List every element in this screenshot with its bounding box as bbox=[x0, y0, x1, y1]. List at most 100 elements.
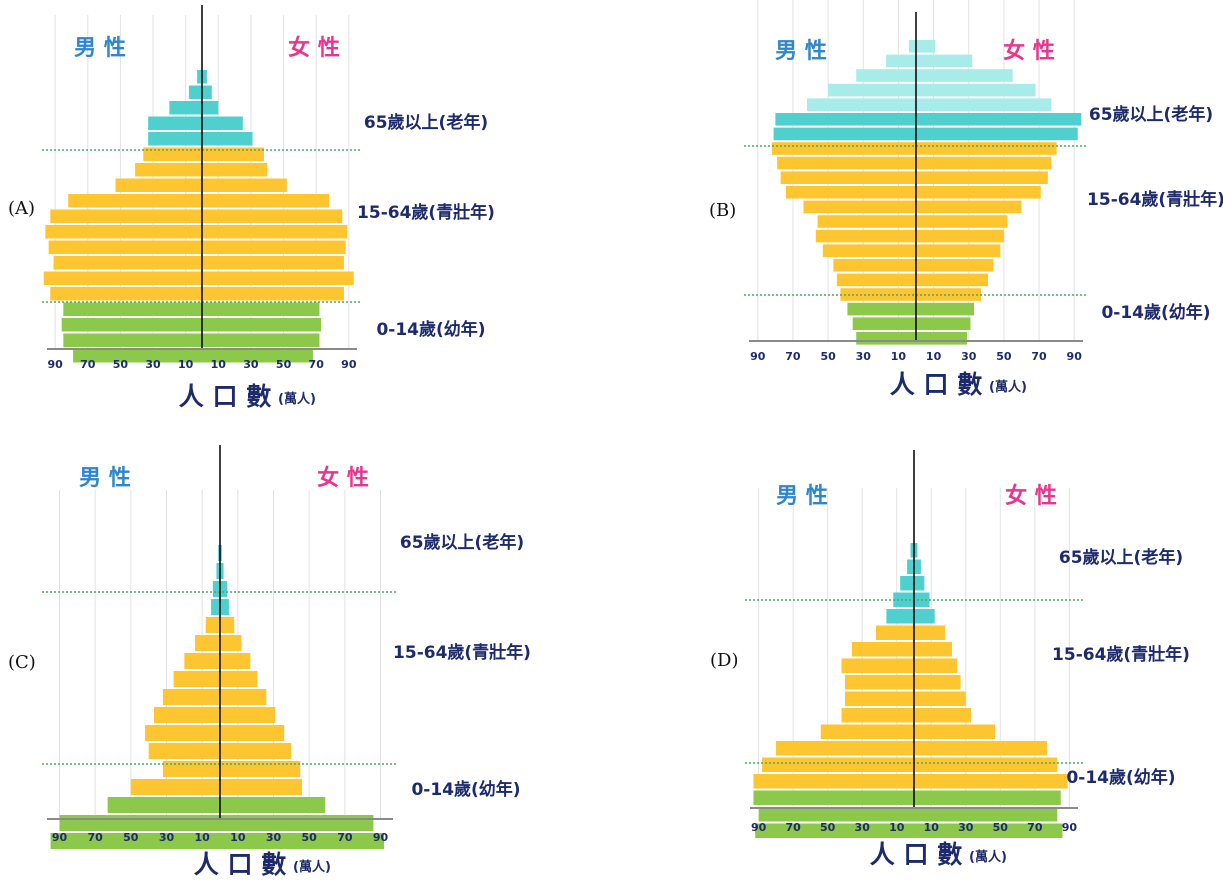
x-axis-title: 人 口 數 bbox=[179, 382, 271, 411]
female-bar bbox=[914, 807, 1058, 822]
pyramid-chart-d: 90 70 50 30 10 10 30 50 70 90 男 性 女 性 65歲以上(老年) 15-64… bbox=[745, 450, 1190, 869]
female-bar bbox=[202, 333, 320, 347]
male-bar bbox=[762, 757, 914, 772]
male-bar bbox=[777, 156, 916, 170]
option-label-d: (D) bbox=[710, 650, 739, 671]
male-bar bbox=[197, 70, 202, 84]
female-bar bbox=[202, 132, 253, 146]
female-bar bbox=[916, 244, 1001, 257]
male-bar bbox=[851, 642, 914, 657]
male-bar bbox=[856, 69, 916, 82]
female-bar bbox=[914, 823, 1063, 838]
male-bar bbox=[188, 85, 202, 99]
male-bar bbox=[775, 741, 914, 756]
male-bar bbox=[841, 708, 914, 723]
male-bar bbox=[211, 599, 220, 615]
male-bar bbox=[143, 147, 202, 161]
age-group-label: 65歲以上(老年) bbox=[1089, 104, 1213, 125]
female-bar bbox=[220, 833, 385, 849]
x-tick-label: 70 bbox=[80, 358, 96, 371]
pyramid-panel-a: (A) 90 70 50 30 10 10 30 50 70 90 男 性 女 性 65歲以上(老年) 1… bbox=[0, 0, 612, 445]
female-bar bbox=[202, 116, 243, 130]
pyramid-panel-b: (B) 90 70 50 30 10 10 30 50 70 90 男 性 女 性 65歲以上(老年) 1… bbox=[611, 0, 1223, 445]
female-bar bbox=[202, 256, 344, 270]
age-group-label: 0-14歲(幼年) bbox=[411, 779, 520, 800]
x-axis-unit: (萬人) bbox=[969, 849, 1007, 865]
male-bar bbox=[856, 332, 916, 345]
x-tick-label: 70 bbox=[1027, 821, 1043, 834]
x-tick-label: 50 bbox=[123, 831, 139, 844]
female-bar bbox=[916, 200, 1022, 214]
x-tick-label: 10 bbox=[211, 358, 227, 371]
male-bar bbox=[753, 774, 914, 789]
female-bar bbox=[916, 317, 971, 330]
female-bar bbox=[914, 543, 918, 558]
female-bar bbox=[916, 69, 1013, 82]
x-tick-label: 10 bbox=[891, 350, 907, 363]
x-axis-title: 人 口 數 bbox=[870, 840, 962, 869]
female-bar bbox=[916, 83, 1036, 97]
female-bar bbox=[202, 225, 348, 239]
male-bar bbox=[53, 256, 202, 270]
x-tick-label: 10 bbox=[230, 831, 246, 844]
female-bar bbox=[202, 101, 219, 115]
male-bar bbox=[63, 302, 202, 316]
male-bar bbox=[758, 807, 914, 822]
male-bar bbox=[910, 543, 914, 558]
female-bar bbox=[914, 774, 1068, 789]
x-tick-label: 50 bbox=[993, 821, 1009, 834]
female-bar bbox=[914, 724, 996, 739]
male-label: 男 性 bbox=[79, 465, 131, 491]
male-bar bbox=[148, 743, 220, 759]
female-bar bbox=[202, 302, 320, 316]
x-tick-label: 50 bbox=[302, 831, 318, 844]
female-bar bbox=[220, 815, 374, 831]
male-bar bbox=[145, 725, 220, 741]
x-tick-label: 10 bbox=[926, 350, 942, 363]
female-bar bbox=[916, 113, 1082, 126]
x-tick-label: 70 bbox=[786, 821, 802, 834]
male-bar bbox=[780, 171, 916, 184]
female-bar bbox=[202, 70, 207, 84]
pyramid-chart-c: 90 70 50 30 10 10 30 50 70 90 男 性 女 性 65歲以上(老年) 15-64… bbox=[42, 445, 531, 879]
x-tick-label: 30 bbox=[856, 350, 872, 363]
male-bar bbox=[63, 333, 202, 347]
x-tick-label: 90 bbox=[1067, 350, 1083, 363]
x-tick-label: 30 bbox=[145, 358, 161, 371]
x-tick-label: 70 bbox=[309, 358, 325, 371]
female-bar bbox=[220, 743, 292, 759]
pyramid-panel-d: (D) 90 70 50 30 10 10 30 50 70 90 男 性 女 性 65歲以上(老年) 1… bbox=[611, 445, 1223, 890]
male-bar bbox=[212, 581, 220, 597]
female-bar bbox=[202, 85, 212, 99]
female-bar bbox=[220, 545, 222, 561]
x-axis-unit: (萬人) bbox=[293, 859, 331, 875]
male-bar bbox=[755, 823, 914, 838]
male-bar bbox=[803, 200, 916, 214]
male-bar bbox=[822, 244, 916, 257]
male-bar bbox=[50, 209, 203, 223]
x-tick-label: 50 bbox=[113, 358, 129, 371]
female-bar bbox=[916, 127, 1078, 141]
male-bar bbox=[833, 259, 916, 272]
male-bar bbox=[218, 545, 220, 561]
male-bar bbox=[173, 671, 220, 687]
x-tick-label: 90 bbox=[341, 358, 357, 371]
x-tick-label: 90 bbox=[1062, 821, 1078, 834]
male-bar bbox=[886, 609, 914, 624]
age-group-label: 0-14歲(幼年) bbox=[1066, 767, 1175, 788]
female-bar bbox=[916, 40, 936, 53]
female-bar bbox=[220, 761, 301, 777]
female-bar bbox=[916, 229, 1004, 243]
male-bar bbox=[900, 576, 914, 591]
x-tick-label: 10 bbox=[178, 358, 194, 371]
x-tick-label: 30 bbox=[159, 831, 175, 844]
x-axis-title: 人 口 數 bbox=[194, 850, 286, 879]
pyramid-chart-a: 90 70 50 30 10 10 30 50 70 90 男 性 女 性 65歲以上(老年) 15-64… bbox=[42, 5, 495, 411]
x-axis-title: 人 口 數 bbox=[890, 370, 982, 399]
age-group-label: 0-14歲(幼年) bbox=[1101, 302, 1210, 323]
female-bar bbox=[914, 790, 1061, 805]
female-bar bbox=[202, 163, 268, 177]
female-bar bbox=[220, 707, 276, 723]
x-tick-label: 70 bbox=[337, 831, 353, 844]
x-tick-label: 10 bbox=[889, 821, 905, 834]
